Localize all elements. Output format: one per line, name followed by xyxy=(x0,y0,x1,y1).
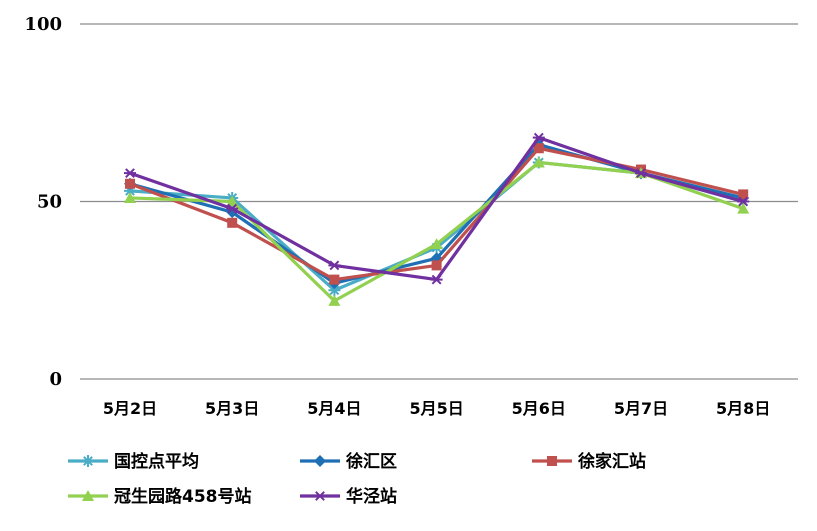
data-point xyxy=(532,132,545,143)
legend-entry: 徐家汇站 xyxy=(532,451,646,472)
data-point xyxy=(635,168,647,179)
data-point xyxy=(82,455,94,467)
data-point xyxy=(532,156,545,168)
legend-label: 国控点平均 xyxy=(114,451,199,472)
legend-label: 徐汇区 xyxy=(345,451,397,472)
data-point xyxy=(533,143,544,154)
data-point xyxy=(227,217,238,228)
series-lines xyxy=(124,132,750,306)
series-4 xyxy=(124,132,750,285)
data-point xyxy=(738,189,749,200)
data-point xyxy=(737,196,750,207)
y-tick-label: 50 xyxy=(37,192,62,213)
data-point xyxy=(430,238,443,250)
data-point xyxy=(329,274,340,285)
data-point xyxy=(82,490,94,501)
data-point xyxy=(125,178,135,189)
legend-entry: 冠生园路458号站 xyxy=(68,486,252,507)
x-tick-label: 5月5日 xyxy=(409,399,463,418)
data-point xyxy=(314,455,326,467)
x-tick-label: 5月8日 xyxy=(716,399,770,418)
data-point xyxy=(431,260,442,271)
x-tick-label: 5月7日 xyxy=(614,399,668,418)
x-axis-tick-labels: 5月2日 5月3日 5月4日 5月5日 5月6日 5月7日 5月8日 xyxy=(103,399,770,418)
data-point xyxy=(430,274,443,285)
data-point xyxy=(328,294,341,306)
data-point xyxy=(737,202,750,214)
series-3 xyxy=(124,156,750,306)
y-axis-tick-labels: 0 50 100 xyxy=(24,14,62,390)
series-line xyxy=(129,160,744,292)
y-tick-label: 0 xyxy=(49,369,62,390)
data-point xyxy=(547,456,557,466)
x-tick-label: 5月3日 xyxy=(205,399,259,418)
y-tick-label: 100 xyxy=(24,14,62,35)
legend-entry: 徐汇区 xyxy=(300,451,397,472)
data-point xyxy=(328,284,341,297)
legend-entry: 华泾站 xyxy=(300,486,397,507)
data-point xyxy=(226,203,239,214)
legend-entry: 国控点平均 xyxy=(68,451,199,472)
x-tick-label: 5月6日 xyxy=(512,399,566,418)
data-point xyxy=(124,191,136,203)
series-2 xyxy=(125,143,749,285)
x-tick-label: 5月4日 xyxy=(307,399,361,418)
x-tick-label: 5月2日 xyxy=(103,399,157,418)
data-point xyxy=(328,260,341,271)
legend-label: 冠生园路458号站 xyxy=(114,486,252,507)
legend-label: 徐家汇站 xyxy=(577,451,646,472)
data-point xyxy=(226,195,239,207)
data-point xyxy=(124,168,136,179)
legend-label: 华泾站 xyxy=(346,486,397,507)
data-point xyxy=(314,491,326,501)
